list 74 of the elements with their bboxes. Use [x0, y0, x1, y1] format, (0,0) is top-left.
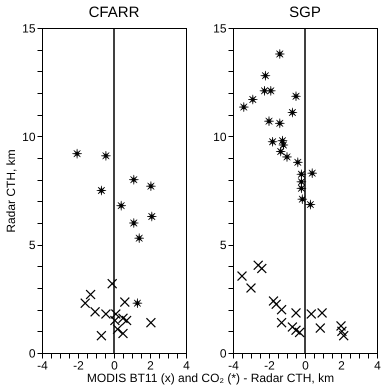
point [118, 328, 128, 339]
point [120, 297, 130, 308]
x-tick-label: 4 [183, 358, 190, 372]
point [268, 296, 279, 306]
point [274, 118, 285, 128]
point [268, 136, 278, 147]
point [290, 91, 302, 102]
point [246, 282, 256, 294]
point [276, 304, 287, 315]
point [264, 116, 274, 126]
y-tick-label: 5 [28, 238, 36, 252]
point [278, 140, 288, 150]
x-tick-label: 2 [147, 358, 154, 372]
y-axis-title: Radar CTH, km [4, 149, 18, 233]
point [290, 325, 302, 336]
point [132, 298, 142, 308]
y-tick-label: 0 [28, 346, 36, 360]
point [100, 150, 111, 161]
point [248, 94, 258, 105]
x-tick-label: 0 [111, 358, 118, 372]
x-tick-label: -4 [37, 358, 48, 372]
point [96, 330, 106, 341]
point [338, 330, 349, 341]
point [287, 322, 298, 332]
point [282, 152, 292, 162]
point [294, 327, 305, 338]
point [292, 157, 303, 168]
point [276, 146, 286, 157]
point [236, 271, 248, 282]
point [146, 181, 156, 192]
point [336, 320, 346, 331]
x-tick-label: 0 [302, 358, 310, 372]
chart-title: SGP [289, 4, 321, 21]
point [134, 233, 144, 244]
y-tick-label: 15 [22, 22, 36, 36]
point [80, 298, 90, 308]
point [296, 183, 306, 194]
point [315, 323, 326, 334]
point [290, 308, 302, 318]
point [274, 48, 285, 60]
point [107, 278, 118, 289]
point [96, 185, 106, 196]
y-tick-label: 15 [213, 22, 227, 36]
x-tick-label: -4 [228, 358, 240, 372]
x-tick-label: -2 [73, 358, 84, 372]
y-tick-label: 10 [22, 130, 36, 144]
point [296, 169, 306, 180]
y-tick-label: 10 [213, 130, 227, 144]
point [271, 299, 282, 310]
chart-title: CFARR [88, 4, 140, 21]
point [128, 174, 139, 185]
point [253, 260, 264, 270]
point [238, 102, 249, 112]
y-tick-label: 0 [220, 346, 227, 360]
point [256, 263, 267, 274]
point [336, 326, 347, 336]
y-tick-label: 5 [220, 238, 227, 252]
point [146, 211, 157, 222]
point [305, 200, 316, 210]
point [266, 86, 276, 96]
point [276, 318, 287, 328]
point [128, 218, 139, 228]
x-tick-label: -2 [264, 358, 276, 372]
point [287, 107, 298, 118]
point [307, 168, 318, 178]
point [112, 324, 123, 334]
point [86, 289, 96, 300]
point [260, 70, 270, 81]
x-tick-label: 2 [338, 358, 346, 372]
x-tick-label: 4 [374, 358, 381, 372]
point [72, 148, 82, 159]
point [146, 318, 156, 328]
point [116, 200, 126, 211]
x-axis-title: MODIS BT11 (x) and CO₂ (*) - Radar CTH, km [86, 371, 336, 385]
